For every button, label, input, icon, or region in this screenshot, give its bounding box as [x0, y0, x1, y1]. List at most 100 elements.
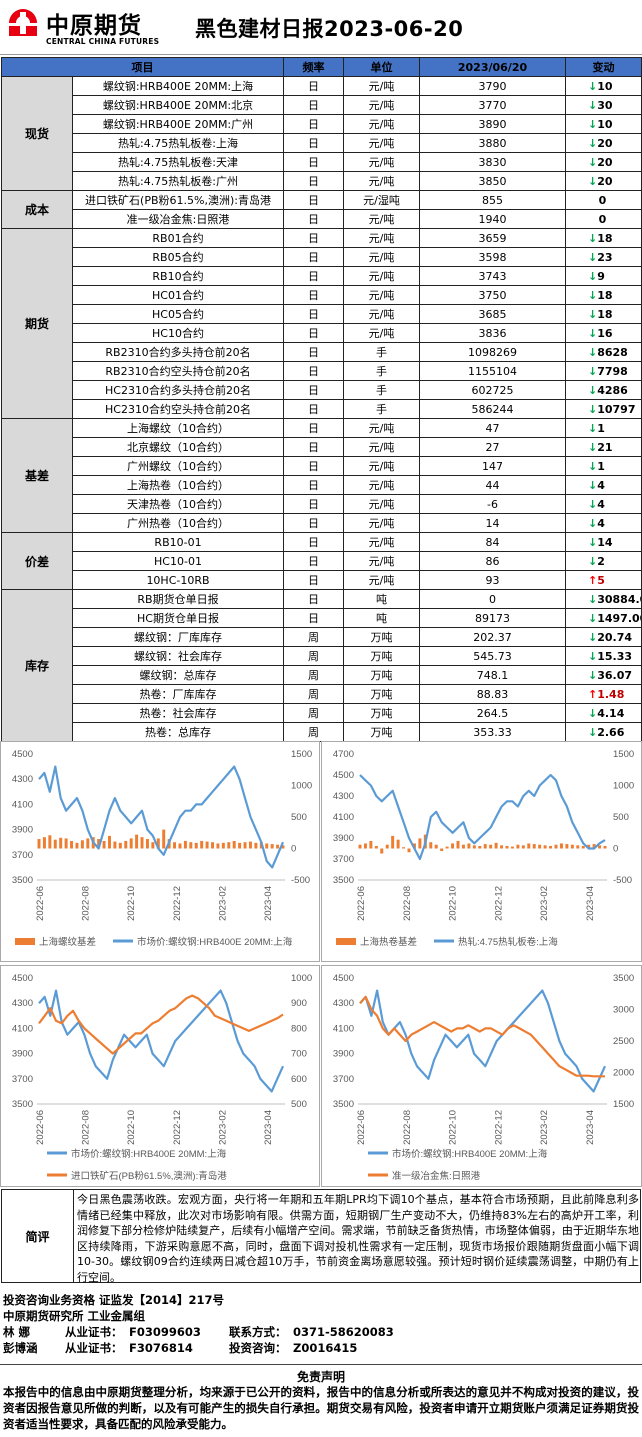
change-cell: ↓2.66 — [565, 722, 642, 742]
unit-cell: 元/吨 — [343, 304, 420, 324]
change-cell: ↓10 — [565, 76, 642, 96]
change-value: 4 — [597, 516, 605, 530]
bar-mark — [243, 842, 247, 849]
change-cell: ↓30884.00 — [565, 589, 642, 609]
series-line — [38, 765, 285, 869]
arrow-down-icon: ↓ — [588, 117, 598, 131]
change-cell: ↓20 — [565, 152, 642, 172]
change-cell: ↓4286 — [565, 380, 642, 400]
frequency-cell: 周 — [283, 684, 344, 704]
frequency-cell: 日 — [283, 570, 344, 590]
value-cell: 3850 — [419, 171, 566, 191]
frequency-cell: 日 — [283, 551, 344, 571]
x-tick-label: 2023-02 — [217, 886, 228, 921]
category-cell: 基差 — [1, 418, 73, 533]
bar-mark — [205, 841, 209, 849]
bar-mark — [59, 837, 63, 849]
frequency-cell: 日 — [283, 456, 344, 476]
frequency-cell: 日 — [283, 190, 344, 210]
bar-mark — [97, 839, 101, 849]
arrow-down-icon: ↓ — [588, 269, 598, 283]
x-tick-label: 2022-10 — [448, 886, 459, 921]
bar-mark — [363, 843, 367, 849]
value-cell: 264.5 — [419, 703, 566, 723]
arrow-down-icon: ↓ — [588, 668, 598, 682]
header-unit: 单位 — [343, 57, 420, 77]
unit-cell: 元/吨 — [343, 247, 420, 267]
change-value: 1497.00 — [597, 611, 640, 625]
x-tick-label: 2022-10 — [126, 1110, 137, 1145]
series-line — [359, 773, 606, 861]
unit-cell: 万吨 — [343, 627, 420, 647]
item-cell: 上海螺纹（10合约） — [72, 418, 284, 438]
change-value: 4 — [597, 478, 605, 492]
y-tick-label-right: -500 — [613, 875, 632, 886]
frequency-cell: 日 — [283, 114, 344, 134]
change-value: 23 — [597, 250, 613, 264]
cert-number: F03099603 — [129, 1325, 201, 1339]
x-tick-label: 2023-02 — [539, 886, 550, 921]
x-tick-label: 2023-02 — [217, 1110, 228, 1145]
unit-cell: 元/吨 — [343, 437, 420, 457]
bar-mark — [48, 835, 52, 849]
value-cell: 202.37 — [419, 627, 566, 647]
table-row: RB10合约日元/吨 3743 ↓9 — [2, 266, 642, 286]
qualification-text: 投资咨询业务资格 证监发【2014】217号 — [3, 1293, 225, 1307]
bar-mark — [183, 840, 187, 849]
x-tick-label: 2022-12 — [172, 1110, 183, 1145]
table-row: 价差 RB10-01 日元/吨 84 ↓14 — [1, 532, 642, 590]
y-tick-label-right: 2500 — [613, 1036, 634, 1047]
bar-mark — [75, 842, 79, 849]
legend-swatch — [336, 938, 356, 945]
category-cell: 库存 — [1, 589, 73, 742]
change-value: 30884.00 — [597, 592, 640, 606]
change-cell: ↓7798 — [565, 361, 642, 381]
bar-mark — [124, 840, 128, 849]
series-line — [359, 995, 605, 1078]
y-tick-label-right: 3000 — [613, 1005, 634, 1016]
value-cell: 84 — [419, 532, 566, 552]
bar-mark — [270, 844, 274, 849]
y-tick-label-left: 4500 — [333, 770, 354, 781]
table-row: 准一级冶金焦:日照港日元/吨 1940 0 — [2, 209, 642, 229]
item-cell: HC05合约 — [72, 304, 284, 324]
change-cell: ↑5 — [565, 570, 642, 590]
bar-mark — [281, 845, 285, 849]
table-body: 现货 螺纹钢:HRB400E 20MM:上海日元/吨 3790 ↓10 螺纹钢:HRB4… — [1, 76, 642, 742]
y-tick-label-left: 3700 — [333, 854, 354, 865]
bar-mark — [178, 843, 182, 849]
change-cell: ↓4 — [565, 475, 642, 495]
bar-mark — [587, 844, 591, 849]
bar-mark — [108, 835, 111, 849]
change-cell: 0 — [565, 209, 642, 229]
category-cell: 价差 — [1, 532, 73, 590]
bar-mark — [505, 845, 509, 849]
arrow-down-icon: ↓ — [588, 516, 598, 530]
bar-mark — [451, 843, 455, 849]
bar-mark — [429, 842, 433, 849]
legend-label: 准一级冶金焦:日照港 — [392, 1170, 481, 1182]
legend-label: 市场价:螺纹钢:HRB400E 20MM:上海 — [392, 1148, 548, 1160]
y-tick-label-left: 3900 — [333, 1049, 354, 1060]
item-cell: 热卷：社会库存 — [72, 703, 284, 723]
x-tick-label: 2022-06 — [35, 1110, 46, 1145]
y-tick-label-left: 4500 — [12, 973, 33, 984]
y-tick-label-right: 0 — [613, 844, 618, 855]
item-cell: 螺纹钢:HRB400E 20MM:北京 — [72, 95, 284, 115]
change-cell: ↓18 — [565, 228, 642, 248]
table-row: 热卷：厂库库存周万吨 88.83 ↑1.48 — [2, 684, 642, 704]
table-row: RB2310合约空头持仓前20名日手 1155104 ↓7798 — [2, 361, 642, 381]
y-tick-label-right: 1500 — [291, 749, 312, 760]
y-tick-label-right: 500 — [291, 812, 307, 823]
value-cell: 1155104 — [419, 361, 566, 381]
bar-mark — [538, 844, 542, 849]
bar-mark — [102, 840, 106, 849]
change-value: 18 — [597, 307, 613, 321]
change-value: 1 — [597, 421, 605, 435]
bar-mark — [478, 845, 482, 849]
report-header: 中原期货 CENTRAL CHINA FUTURES 黑色建材日报2023-06… — [0, 0, 642, 55]
x-tick-label: 2022-12 — [172, 886, 183, 921]
frequency-cell: 日 — [283, 437, 344, 457]
value-cell: 147 — [419, 456, 566, 476]
y-tick-label-right: 0 — [291, 844, 296, 855]
